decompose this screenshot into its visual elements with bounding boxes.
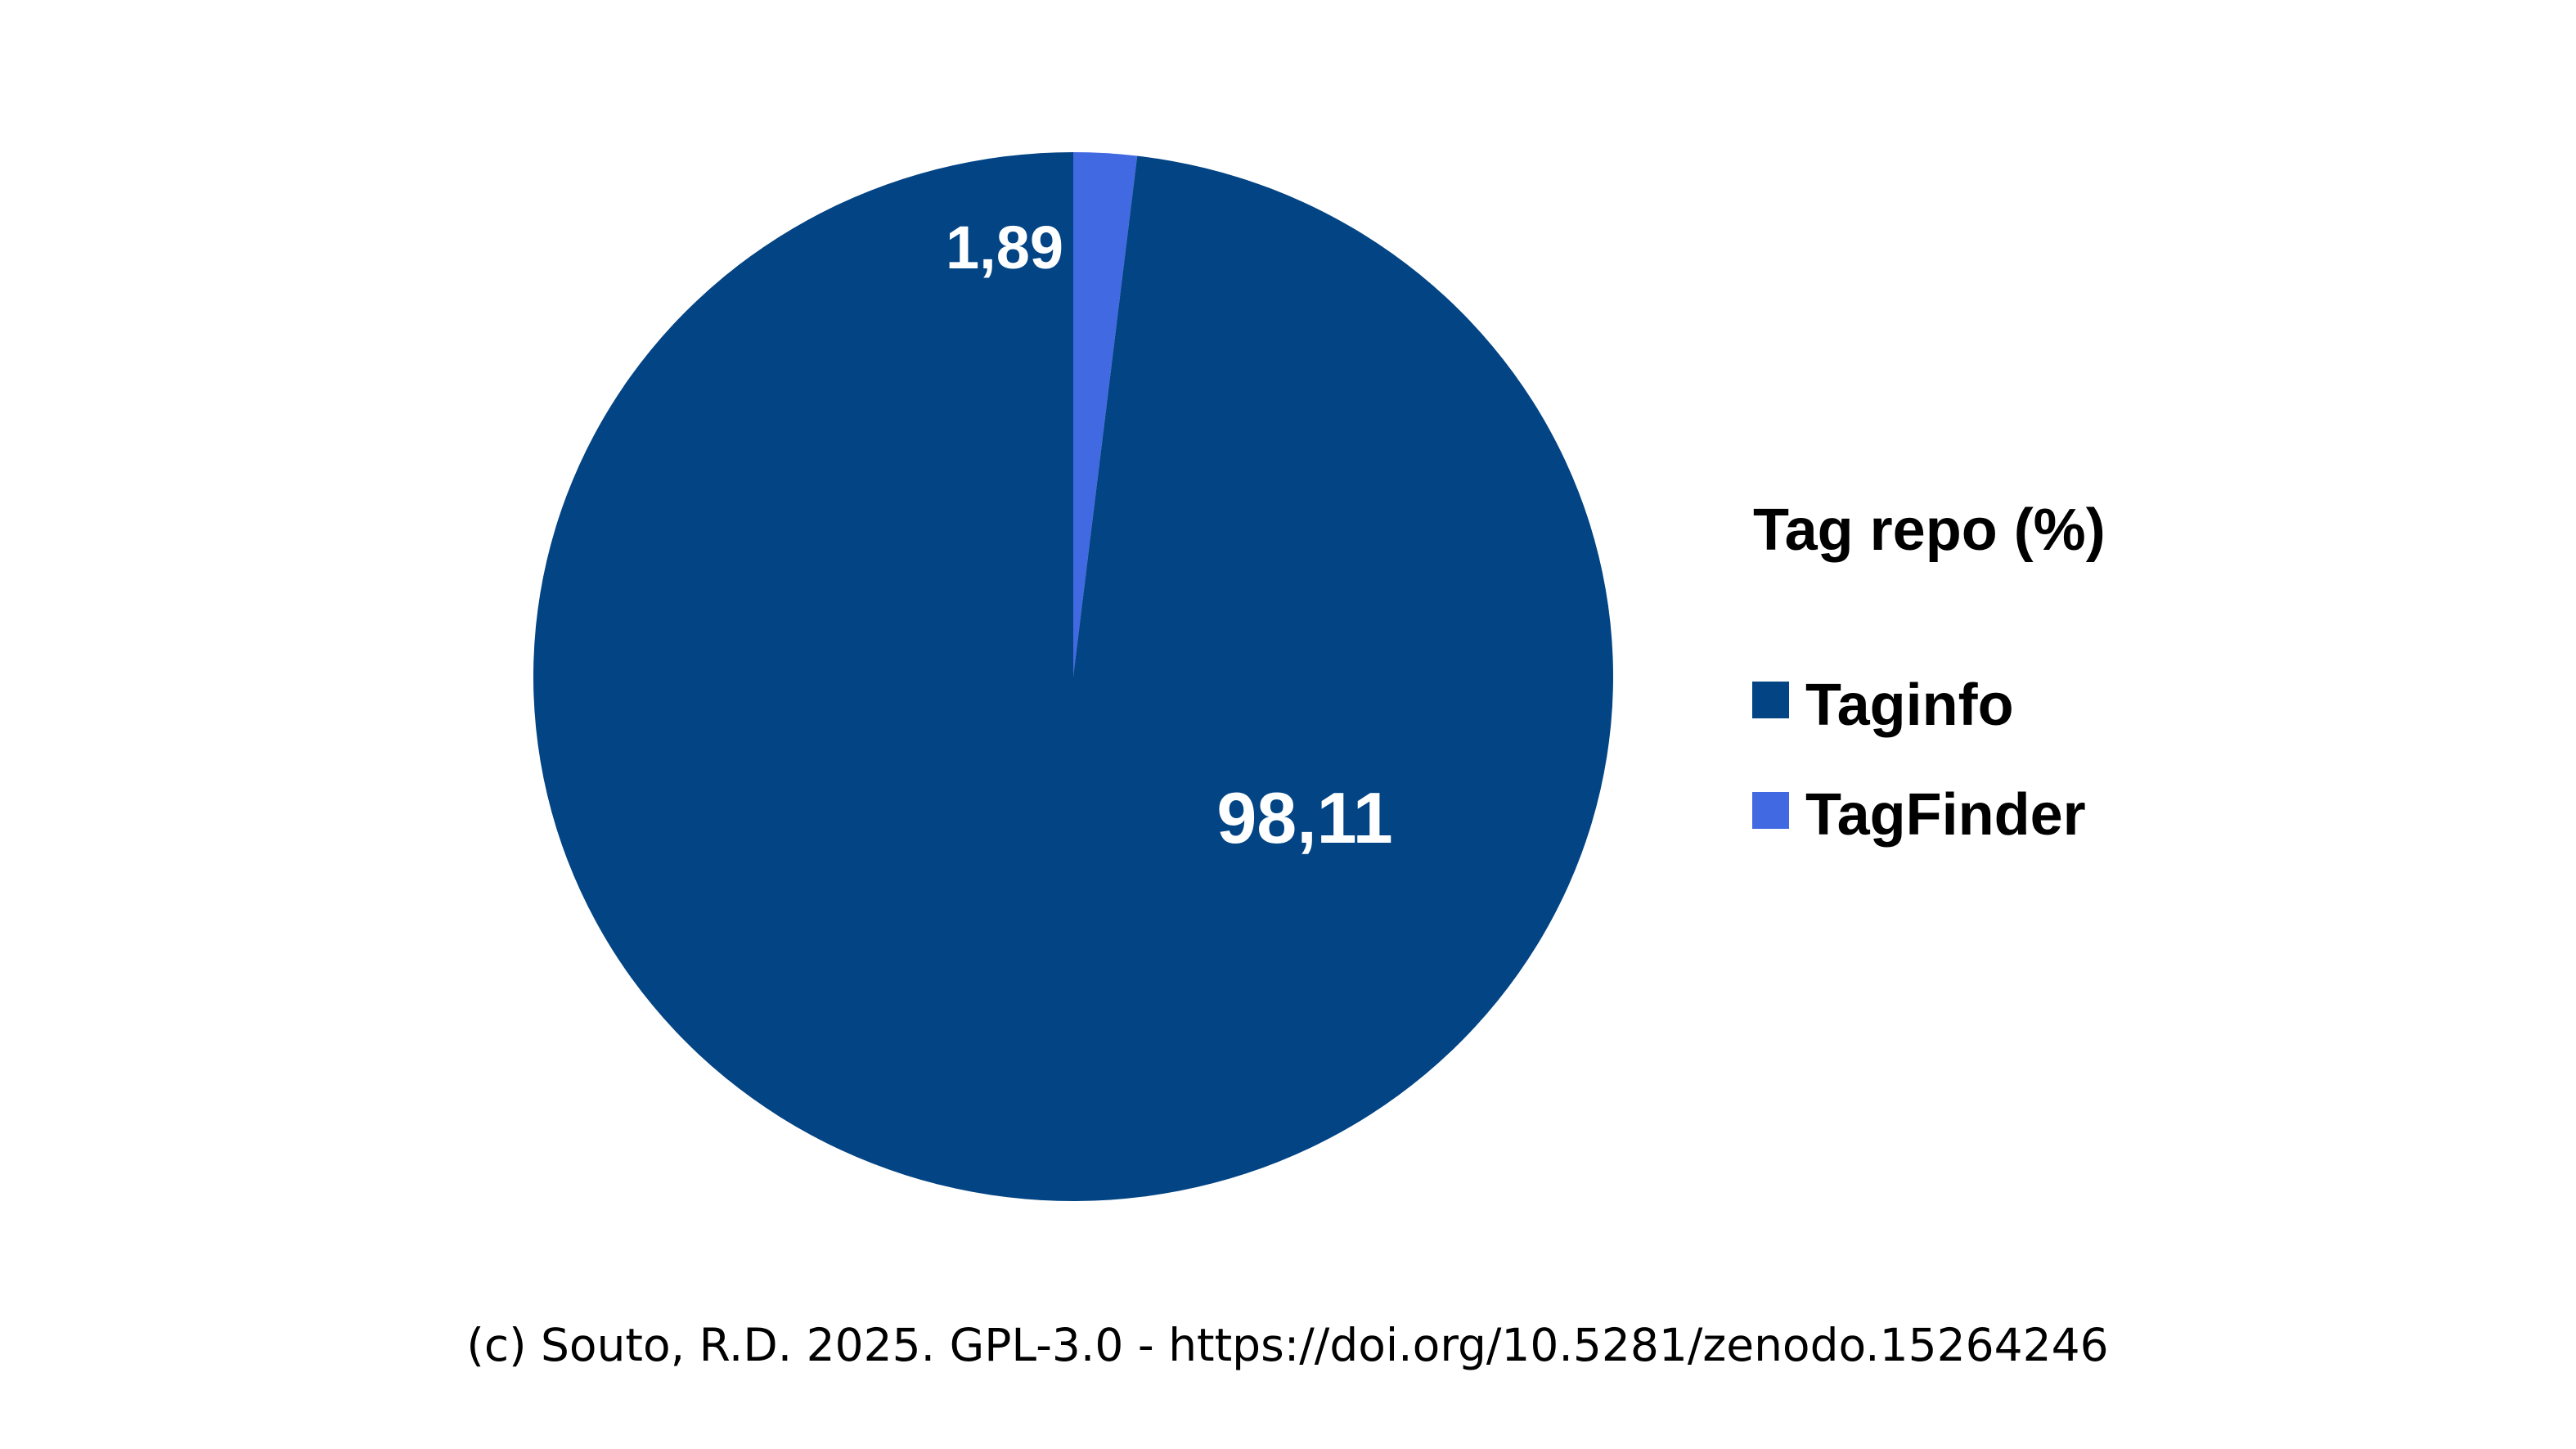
legend-label-tagfinder: TagFinder [1805,782,2086,848]
legend-title: Tag repo (%) [1753,497,2106,563]
slice-label-taginfo: 98,11 [1216,777,1392,858]
slice-label-tagfinder: 1,89 [946,214,1063,281]
pie-slice-taginfo [533,152,1613,1201]
legend-label-taginfo: Taginfo [1805,673,2014,738]
caption: (c) Souto, R.D. 2025. GPL-3.0 - https://… [466,1319,2108,1371]
pie-slice-labels: 98,11 1,89 [946,214,1393,858]
legend-swatch-taginfo [1752,682,1789,718]
legend-swatch-tagfinder [1752,792,1789,829]
pie-slices [533,152,1613,1201]
pie-slice-tagfinder [1073,152,1138,677]
legend: Tag repo (%) Taginfo TagFinder [1752,497,2106,848]
